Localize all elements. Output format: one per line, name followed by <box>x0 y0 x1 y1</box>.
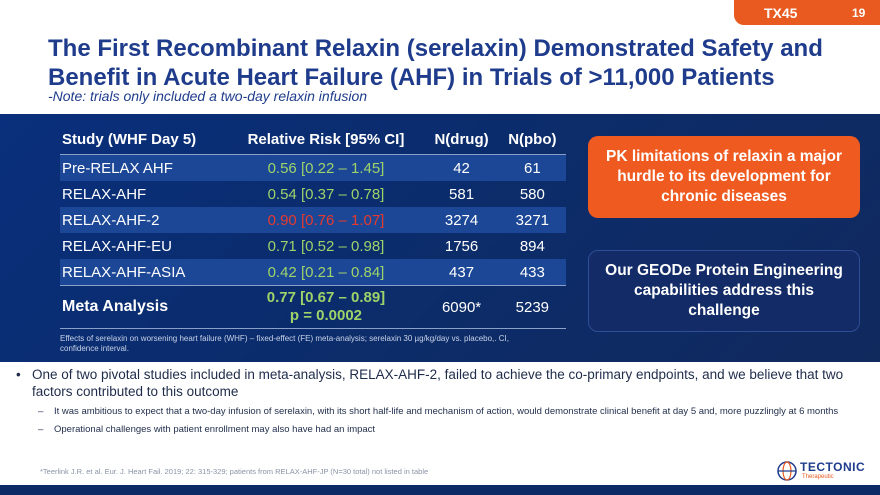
results-table: Study (WHF Day 5) Relative Risk [95% CI]… <box>60 124 566 329</box>
n-pbo: 61 <box>498 154 566 181</box>
meta-rr-value: 0.77 [0.67 – 0.89] <box>266 289 386 306</box>
n-drug: 1756 <box>444 237 479 255</box>
relative-risk: 0.42 [0.21 – 0.84] <box>227 259 425 286</box>
n-pbo: 3271 <box>498 207 566 233</box>
header-n-pbo: N(pbo) <box>498 124 566 155</box>
meta-n-drug: 6090* <box>424 285 499 329</box>
logo-tagline: Therapeutic <box>802 474 834 480</box>
header-relative-risk: Relative Risk [95% CI] <box>227 124 425 155</box>
relative-risk: 0.56 [0.22 – 1.45] <box>227 154 425 181</box>
table-row: Pre-RELAX AHF 0.56 [0.22 – 1.45] 42 61 <box>60 154 566 181</box>
n-drug: 437 <box>424 259 499 286</box>
study-name: RELAX-AHF-ASIA <box>60 259 228 286</box>
table-row: RELAX-AHF-ASIA 0.42 [0.21 – 0.84] 437 43… <box>60 259 566 286</box>
meta-analysis-label: Meta Analysis <box>60 285 228 329</box>
study-name: RELAX-AHF <box>62 185 147 203</box>
sub-bullet-text: It was ambitious to expect that a two-da… <box>54 406 839 417</box>
logo-globe-icon <box>777 461 797 481</box>
n-pbo: 433 <box>498 259 566 286</box>
table-row: RELAX-AHF 0.54 [0.37 – 0.78] 581 580 <box>60 181 566 207</box>
sub-bullet: – It was ambitious to expect that a two-… <box>14 406 854 418</box>
pk-limitations-text: PK limitations of relaxin a major hurdle… <box>605 148 842 205</box>
bullet-main-text: One of two pivotal studies included in m… <box>32 367 844 399</box>
n-drug: 3274 <box>424 207 499 233</box>
company-code: TX45 <box>764 5 798 21</box>
relative-risk: 0.71 [0.52 – 0.98] <box>267 237 385 255</box>
n-drug: 42 <box>424 154 499 181</box>
bullet-list: • One of two pivotal studies included in… <box>14 366 854 436</box>
slide-title: The First Recombinant Relaxin (serelaxin… <box>48 35 823 91</box>
relative-risk: 0.90 [0.76 – 1.07] <box>227 207 425 233</box>
logo-wordmark: TECTONIC <box>800 460 866 474</box>
bullet-dot-icon: • <box>16 367 21 382</box>
table-row: RELAX-AHF-2 0.90 [0.76 – 1.07] 3274 3271 <box>60 207 566 233</box>
study-name: RELAX-AHF-EU <box>62 237 173 255</box>
page-number: 19 <box>852 6 866 20</box>
header-n-drug: N(drug) <box>424 124 499 155</box>
n-pbo: 580 <box>519 185 545 203</box>
reference-footnote: *Teerlink J.R. et al. Eur. J. Heart Fail… <box>40 467 429 476</box>
sub-bullet: – Operational challenges with patient en… <box>14 424 854 436</box>
company-logo: TECTONIC Therapeutic <box>776 458 876 484</box>
n-pbo: 894 <box>519 237 545 255</box>
dash-icon: – <box>38 424 44 435</box>
slide-tag: TX45 19 <box>734 0 880 25</box>
bullet-main: • One of two pivotal studies included in… <box>14 366 854 400</box>
table-footnote: Effects of serelaxin on worsening heart … <box>60 334 509 353</box>
meta-analysis-row: Meta Analysis 0.77 [0.67 – 0.89] p = 0.0… <box>60 285 566 329</box>
geode-callout: Our GEODe Protein Engineering capabiliti… <box>588 250 860 332</box>
table-row: RELAX-AHF-EU 0.71 [0.52 – 0.98] 1756 894 <box>60 233 566 259</box>
slide-subtitle: -Note: trials only included a two-day re… <box>48 88 368 104</box>
study-name: RELAX-AHF-2 <box>60 207 228 233</box>
pk-limitations-callout: PK limitations of relaxin a major hurdle… <box>588 136 860 218</box>
sub-bullet-text: Operational challenges with patient enro… <box>54 424 376 435</box>
relative-risk: 0.54 [0.37 – 0.78] <box>267 185 385 203</box>
table-header-row: Study (WHF Day 5) Relative Risk [95% CI]… <box>60 124 566 155</box>
header-study: Study (WHF Day 5) <box>60 124 228 155</box>
n-drug: 581 <box>449 185 475 203</box>
meta-p-value: p = 0.0002 <box>289 307 363 324</box>
dash-icon: – <box>38 406 44 417</box>
study-name: Pre-RELAX AHF <box>60 154 228 181</box>
bottom-bar <box>0 485 880 495</box>
geode-text: Our GEODe Protein Engineering capabiliti… <box>605 262 843 319</box>
meta-n-pbo: 5239 <box>498 285 566 329</box>
meta-relative-risk: 0.77 [0.67 – 0.89] p = 0.0002 <box>227 285 425 329</box>
